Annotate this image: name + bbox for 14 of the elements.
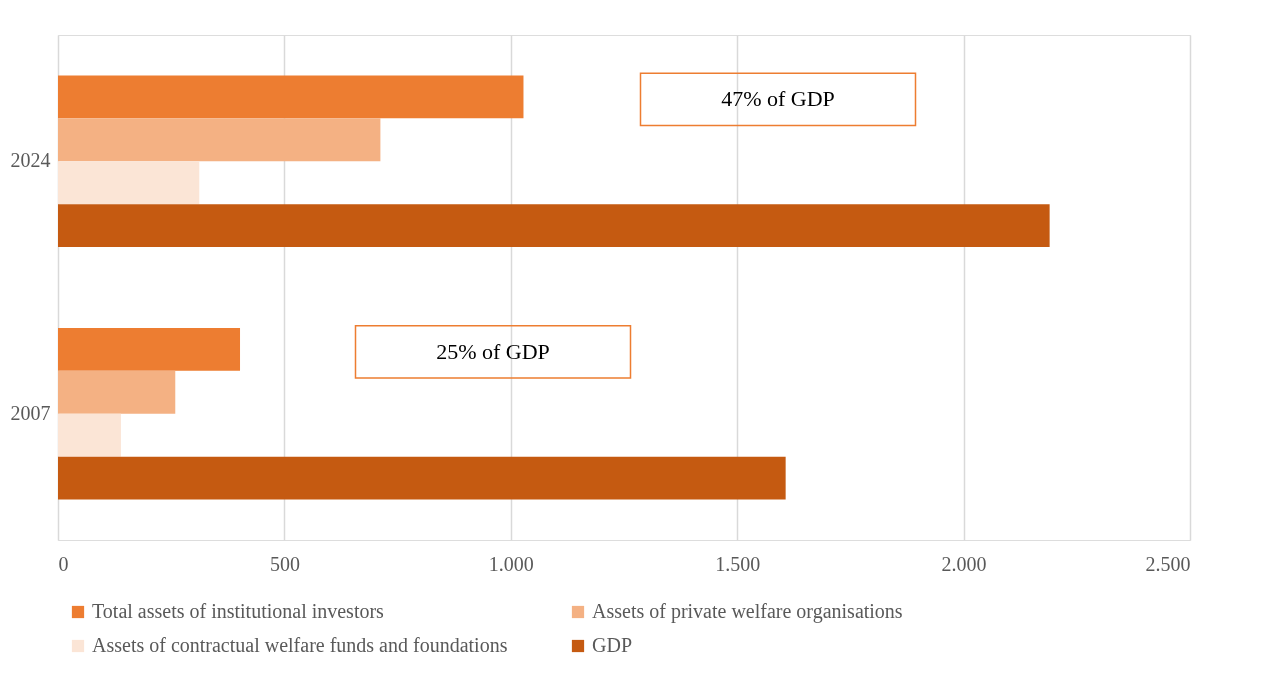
annotation: 47% of GDP [721, 86, 835, 112]
x-tick-label: 2.500 [1145, 552, 1191, 575]
annotation: 25% of GDP [436, 338, 550, 364]
x-tick-label: 0 [58, 552, 69, 575]
legend-label: Assets of private welfare organisations [592, 600, 903, 623]
x-tick-label: 1.000 [488, 552, 534, 575]
y-tick-label: 2024 [10, 149, 51, 172]
x-tick-label: 2.000 [941, 552, 987, 575]
x-tick-label: 1.500 [715, 552, 761, 575]
y-tick-label: 2007 [10, 401, 51, 424]
legend-label: Total assets of institutional investors [92, 600, 385, 622]
legend-label: Assets of contractual welfare funds and foundations [92, 634, 508, 656]
legend-label: GDP [592, 634, 633, 656]
x-tick-label: 500 [269, 552, 300, 575]
